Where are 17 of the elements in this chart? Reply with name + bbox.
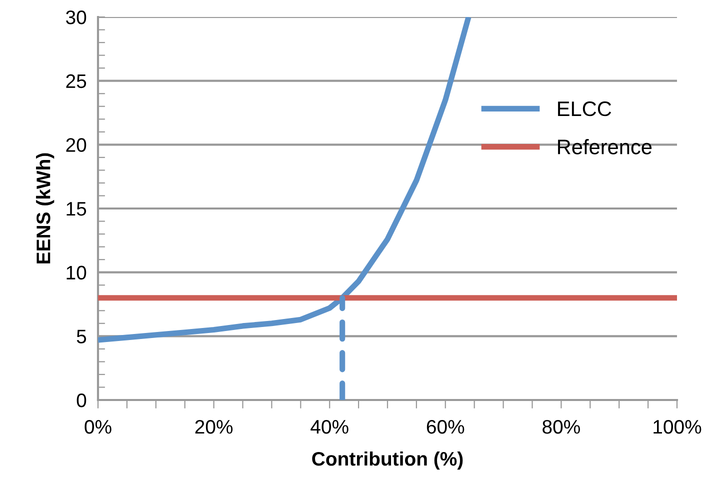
x-tick-label: 60%: [426, 420, 464, 434]
y-axis-title: EENS (kWh): [36, 153, 54, 264]
legend-label: ELCC: [558, 101, 612, 116]
x-tick-label: 80%: [542, 420, 580, 434]
x-tick-label: 40%: [310, 420, 348, 434]
y-tick-label: 10: [66, 266, 86, 280]
x-tick-label: 0%: [84, 420, 112, 434]
y-tick-label: 25: [66, 74, 86, 88]
x-axis-title: Contribution (%): [312, 451, 463, 470]
legend-label: Reference: [558, 139, 652, 154]
x-tick-label: 100%: [654, 420, 702, 434]
y-tick-label: 5: [76, 330, 86, 344]
y-tick-label: 30: [66, 10, 86, 24]
y-tick-label: 15: [66, 202, 86, 216]
x-tick-label: 20%: [195, 420, 233, 434]
y-tick-label: 0: [76, 393, 86, 408]
y-tick-label: 20: [66, 138, 86, 152]
